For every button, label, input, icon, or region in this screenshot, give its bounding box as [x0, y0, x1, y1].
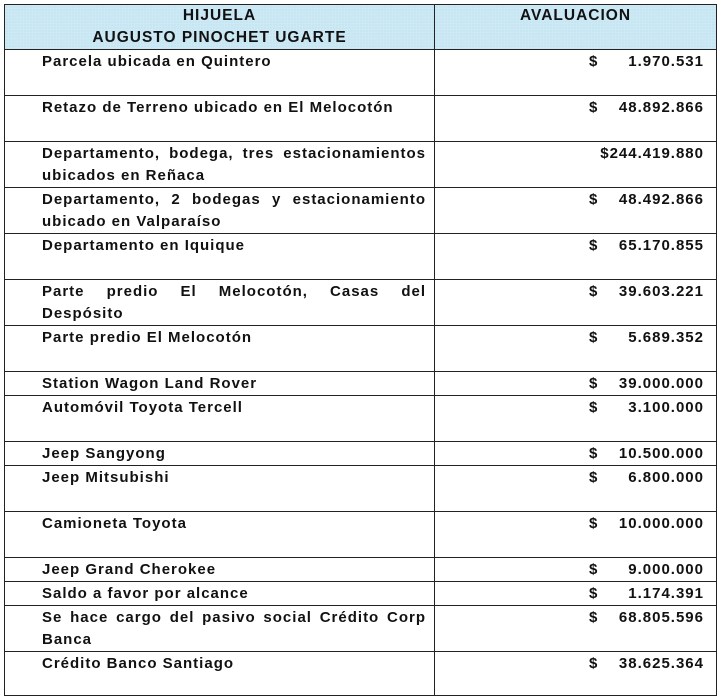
table-row: Departamento, bodega, tres estacionamien… — [4, 141, 717, 188]
currency-symbol: $ — [589, 99, 599, 116]
asset-description: Parte predio El Melocotón, Casas del Des… — [4, 279, 435, 326]
amount: 65.170.855 — [618, 237, 704, 254]
table-row: Crédito Banco Santiago $ 38.625.364 — [4, 651, 717, 696]
amount: 1.174.391 — [628, 585, 704, 602]
amount: 39.000.000 — [618, 375, 704, 392]
asset-description: Jeep Sangyong — [4, 441, 435, 466]
amount: 10.000.000 — [618, 515, 704, 532]
asset-description: Retazo de Terreno ubicado en El Melocotó… — [4, 95, 435, 142]
asset-valuation: $ 39.000.000 — [434, 371, 717, 396]
amount: 10.500.000 — [618, 445, 704, 462]
header-avaluacion: AVALUACION — [434, 4, 717, 50]
table-row: Departamento en Iquique $ 65.170.855 — [4, 233, 717, 280]
asset-valuation: $ 10.500.000 — [434, 441, 717, 466]
asset-valuation: $ 1.970.531 — [434, 49, 717, 96]
amount: 9.000.000 — [628, 561, 704, 578]
amount: 68.805.596 — [618, 609, 704, 626]
asset-description: Crédito Banco Santiago — [4, 651, 435, 696]
table-header-row: HIJUELA AUGUSTO PINOCHET UGARTE AVALUACI… — [4, 4, 717, 50]
currency-symbol: $ — [589, 283, 599, 300]
amount: 39.603.221 — [618, 283, 704, 300]
currency-symbol: $ — [600, 145, 610, 162]
asset-valuation: $ 48.892.866 — [434, 95, 717, 142]
asset-valuation: $ 6.800.000 — [434, 465, 717, 512]
asset-description: Camioneta Toyota — [4, 511, 435, 558]
table-row: Se hace cargo del pasivo social Crédito … — [4, 605, 717, 652]
table-row: Jeep Sangyong $ 10.500.000 — [4, 441, 717, 466]
asset-description: Station Wagon Land Rover — [4, 371, 435, 396]
table-row: Camioneta Toyota $ 10.000.000 — [4, 511, 717, 558]
asset-description: Se hace cargo del pasivo social Crédito … — [4, 605, 435, 652]
currency-symbol: $ — [589, 445, 599, 462]
amount: 38.625.364 — [618, 655, 704, 672]
asset-description: Parcela ubicada en Quintero — [4, 49, 435, 96]
amount: 48.892.866 — [618, 99, 704, 116]
currency-symbol: $ — [589, 561, 599, 578]
currency-symbol: $ — [589, 237, 599, 254]
table-row: Automóvil Toyota Tercell $ 3.100.000 — [4, 395, 717, 442]
asset-description: Departamento, 2 bodegas y estacionamient… — [4, 187, 435, 234]
asset-valuation: $ 65.170.855 — [434, 233, 717, 280]
table-row: Saldo a favor por alcance $ 1.174.391 — [4, 581, 717, 606]
asset-valuation: $ 5.689.352 — [434, 325, 717, 372]
asset-description: Saldo a favor por alcance — [4, 581, 435, 606]
currency-symbol: $ — [589, 469, 599, 486]
amount: 48.492.866 — [618, 191, 704, 208]
asset-valuation: $ 39.603.221 — [434, 279, 717, 326]
asset-description: Departamento en Iquique — [4, 233, 435, 280]
asset-valuation: $ 38.625.364 — [434, 651, 717, 696]
asset-valuation: $ 68.805.596 — [434, 605, 717, 652]
asset-valuation: $ 3.100.000 — [434, 395, 717, 442]
table-row: Jeep Mitsubishi $ 6.800.000 — [4, 465, 717, 512]
amount: 3.100.000 — [628, 399, 704, 416]
asset-valuation: $ 1.174.391 — [434, 581, 717, 606]
currency-symbol: $ — [589, 53, 599, 70]
amount: 5.689.352 — [628, 329, 704, 346]
header-title: HIJUELA — [182, 7, 257, 24]
hijuela-table: HIJUELA AUGUSTO PINOCHET UGARTE AVALUACI… — [4, 4, 717, 696]
table-row: Parte predio El Melocotón $ 5.689.352 — [4, 325, 717, 372]
currency-symbol: $ — [589, 655, 599, 672]
currency-symbol: $ — [589, 609, 599, 626]
table-row: Departamento, 2 bodegas y estacionamient… — [4, 187, 717, 234]
asset-valuation: $ 48.492.866 — [434, 187, 717, 234]
amount: 244.419.880 — [609, 145, 704, 162]
amount: 1.970.531 — [628, 53, 704, 70]
asset-valuation: $ 9.000.000 — [434, 557, 717, 582]
table-row: Jeep Grand Cherokee $ 9.000.000 — [4, 557, 717, 582]
currency-symbol: $ — [589, 191, 599, 208]
table-row: Parcela ubicada en Quintero $ 1.970.531 — [4, 49, 717, 96]
currency-symbol: $ — [589, 399, 599, 416]
asset-description: Jeep Grand Cherokee — [4, 557, 435, 582]
asset-description: Parte predio El Melocotón — [4, 325, 435, 372]
asset-valuation: $ 244.419.880 — [434, 141, 717, 188]
asset-description: Departamento, bodega, tres estacionamien… — [4, 141, 435, 188]
header-hijuela: HIJUELA AUGUSTO PINOCHET UGARTE — [4, 4, 435, 50]
table-row: Parte predio El Melocotón, Casas del Des… — [4, 279, 717, 326]
currency-symbol: $ — [589, 515, 599, 532]
amount: 6.800.000 — [628, 469, 704, 486]
header-subtitle: AUGUSTO PINOCHET UGARTE — [92, 29, 347, 46]
table-row: Station Wagon Land Rover $ 39.000.000 — [4, 371, 717, 396]
asset-valuation: $ 10.000.000 — [434, 511, 717, 558]
currency-symbol: $ — [589, 329, 599, 346]
asset-description: Jeep Mitsubishi — [4, 465, 435, 512]
asset-description: Automóvil Toyota Tercell — [4, 395, 435, 442]
currency-symbol: $ — [589, 375, 599, 392]
table-row: Retazo de Terreno ubicado en El Melocotó… — [4, 95, 717, 142]
currency-symbol: $ — [589, 585, 599, 602]
